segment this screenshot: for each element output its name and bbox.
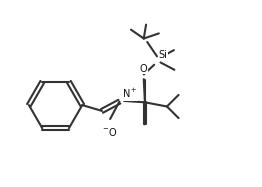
Text: Si: Si	[159, 50, 168, 60]
Text: $^{-}$O: $^{-}$O	[102, 126, 118, 138]
Text: N$^+$: N$^+$	[122, 87, 138, 100]
Text: O: O	[140, 64, 148, 74]
